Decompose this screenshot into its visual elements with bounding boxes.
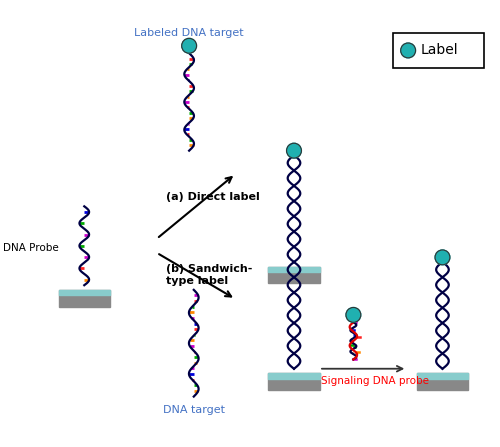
Bar: [268, 373, 320, 379]
Bar: [394, 33, 484, 68]
Circle shape: [400, 43, 415, 58]
Bar: [59, 290, 110, 295]
Bar: [417, 373, 468, 390]
Bar: [268, 373, 320, 390]
Bar: [268, 267, 320, 272]
Text: Signaling DNA probe: Signaling DNA probe: [321, 376, 429, 386]
Text: (b) Sandwich-: (b) Sandwich-: [166, 263, 252, 274]
Text: Label: Label: [421, 43, 459, 57]
Circle shape: [286, 143, 302, 158]
Circle shape: [435, 250, 450, 265]
Text: type label: type label: [166, 277, 228, 287]
Circle shape: [182, 38, 196, 53]
Text: Labeled DNA target: Labeled DNA target: [134, 28, 244, 38]
Text: DNA Probe: DNA Probe: [2, 243, 58, 253]
Text: DNA target: DNA target: [163, 405, 225, 414]
Bar: [417, 373, 468, 379]
Bar: [59, 290, 110, 307]
Bar: [268, 267, 320, 283]
Circle shape: [346, 308, 361, 322]
Text: (a) Direct label: (a) Direct label: [166, 192, 260, 202]
